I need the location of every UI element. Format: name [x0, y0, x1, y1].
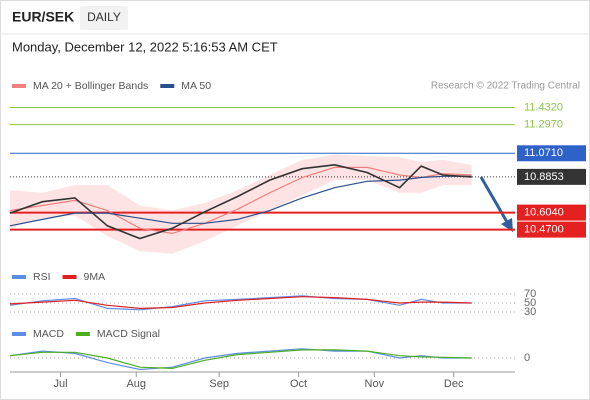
- level-label: 11.0710: [524, 147, 563, 159]
- series-line: [9, 175, 472, 227]
- x-tick-label: Dec: [444, 378, 464, 390]
- x-tick-label: Sep: [209, 378, 229, 390]
- level-label: 11.2970: [524, 118, 563, 130]
- timeframe[interactable]: DAILY: [87, 10, 121, 24]
- legend-label: MACD Signal: [97, 328, 160, 340]
- level-label: 10.8853: [524, 171, 564, 183]
- x-tick-label: Aug: [126, 378, 146, 390]
- x-tick-label: Oct: [290, 378, 307, 390]
- forecast-arrowhead: [501, 218, 513, 232]
- credit: Research © 2022 Trading Central: [431, 81, 580, 92]
- level-box: [517, 204, 586, 221]
- legend-swatch: [160, 84, 175, 88]
- level-label: 10.4700: [524, 224, 564, 236]
- y-tick-label: 30: [524, 306, 536, 318]
- timestamp: Monday, December 12, 2022 5:16:53 AM CET: [12, 39, 278, 54]
- legend-swatch: [12, 275, 26, 279]
- legend-label: MA 50: [181, 80, 211, 92]
- level-label: 11.4320: [524, 101, 563, 113]
- legend-label: RSI: [33, 271, 51, 283]
- legend-swatch: [12, 84, 26, 88]
- legend-swatch: [62, 275, 77, 279]
- legend-label: MA 20 + Bollinger Bands: [33, 80, 148, 92]
- x-tick-label: Jul: [53, 378, 67, 390]
- legend-label: 9MA: [84, 271, 106, 283]
- x-tick-label: Nov: [365, 378, 385, 390]
- legend-swatch: [75, 332, 90, 336]
- level-box: [517, 145, 586, 162]
- y-tick-label: 0: [524, 352, 530, 364]
- series-line: [9, 296, 472, 310]
- level-box: [517, 221, 586, 238]
- timeframe-box[interactable]: [80, 6, 128, 30]
- symbol: EUR/SEK: [12, 9, 74, 25]
- legend-swatch: [12, 332, 26, 336]
- price-line: [9, 163, 472, 240]
- level-label: 10.6040: [524, 206, 564, 218]
- y-tick-label: 50: [524, 297, 536, 309]
- series-line: [9, 349, 472, 370]
- level-box: [517, 168, 586, 185]
- legend-label: MACD: [33, 328, 64, 340]
- y-tick-label: 70: [524, 288, 536, 300]
- forecast-arrow: [479, 176, 509, 223]
